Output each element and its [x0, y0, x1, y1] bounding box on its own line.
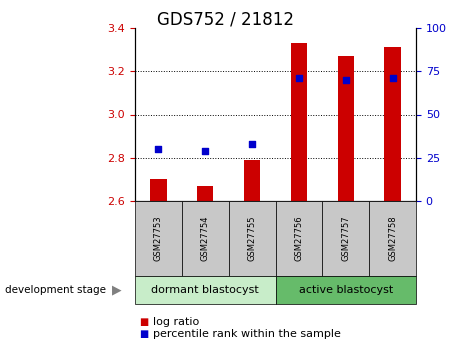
Text: GDS752 / 21812: GDS752 / 21812 [157, 10, 294, 28]
Bar [197, 186, 213, 201]
Bar [337, 56, 354, 201]
Point [249, 141, 256, 147]
Point [389, 76, 396, 81]
Point [295, 76, 303, 81]
Text: GSM27758: GSM27758 [388, 216, 397, 261]
Text: percentile rank within the sample: percentile rank within the sample [153, 329, 341, 339]
Text: log ratio: log ratio [153, 317, 199, 327]
Bar [244, 160, 260, 201]
Point [202, 148, 209, 154]
Text: ■: ■ [139, 317, 149, 327]
Text: GSM27754: GSM27754 [201, 216, 210, 261]
Text: ▶: ▶ [112, 284, 122, 296]
Point [155, 146, 162, 152]
Text: active blastocyst: active blastocyst [299, 285, 393, 295]
Text: ■: ■ [139, 329, 149, 339]
Bar [384, 48, 401, 201]
Point [342, 77, 350, 83]
Text: GSM27757: GSM27757 [341, 216, 350, 261]
Text: development stage: development stage [5, 285, 106, 295]
Text: GSM27755: GSM27755 [248, 216, 257, 261]
Text: GSM27756: GSM27756 [295, 216, 304, 261]
Text: dormant blastocyst: dormant blastocyst [152, 285, 259, 295]
Text: GSM27753: GSM27753 [154, 216, 163, 261]
Bar [150, 179, 166, 201]
Bar [291, 43, 307, 201]
